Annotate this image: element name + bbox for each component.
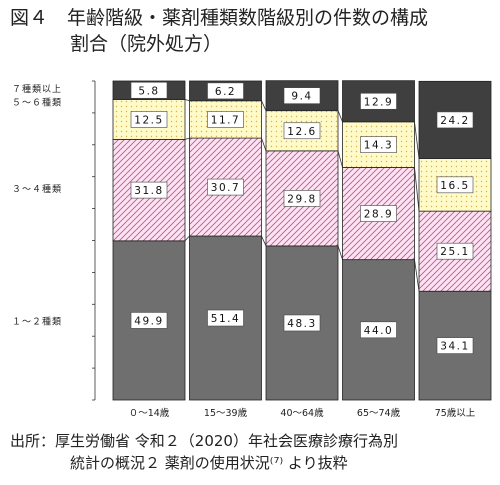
source-note-line-2: 統計の概況２ 薬剤の使用状況⁽⁷⁾ より抜粋 (70, 454, 348, 472)
value-label-box (283, 314, 321, 332)
value-label: 9.4 (291, 91, 312, 103)
value-label: 16.5 (440, 180, 469, 192)
value-label: 34.1 (440, 341, 469, 353)
connector-line (261, 100, 267, 111)
connector-line (261, 137, 267, 151)
value-label: 51.4 (211, 313, 240, 325)
x-tick-label: 40～64歳 (280, 407, 324, 419)
value-label-box (207, 111, 244, 128)
connector-line (414, 167, 420, 212)
series-label: ３～４種類 (12, 184, 62, 195)
value-label-box (360, 321, 397, 339)
value-label-box (130, 111, 168, 128)
connector-line (414, 121, 420, 159)
connector-line (184, 235, 190, 242)
value-label: 5.8 (138, 85, 159, 97)
value-label: 28.9 (364, 209, 393, 221)
value-label: 30.7 (211, 182, 240, 194)
connector-line (414, 259, 420, 292)
x-tick-label: 75歳以上 (435, 407, 476, 419)
value-label-box (360, 92, 397, 110)
connector-line (337, 110, 343, 122)
connector-line (184, 137, 190, 140)
x-tick-label: ０～14歳 (129, 407, 170, 419)
value-label: 49.9 (134, 315, 163, 327)
value-label-box (283, 122, 321, 140)
series-label: ７種類以上 (12, 84, 62, 95)
value-label-box (130, 312, 168, 329)
value-label: 12.6 (287, 126, 316, 138)
value-label-box (130, 181, 168, 199)
chart-title-line-1: 図４ 年齢階級・薬剤種類数階級別の件数の構成 (10, 7, 429, 29)
source-note-line-1: 出所：厚生労働省 令和２（2020）年社会医療診療行為別 (10, 432, 398, 450)
value-label-box (207, 178, 244, 196)
series-label: ５～６種類 (12, 98, 62, 109)
value-label: 44.0 (364, 325, 393, 337)
connector-line (337, 150, 343, 168)
value-label-box (283, 190, 321, 207)
value-label: 24.2 (440, 115, 469, 127)
value-label-box (283, 87, 321, 104)
value-label: 48.3 (287, 318, 316, 330)
value-label-box (436, 242, 474, 260)
chart-title-line-2: 割合（院外処方） (70, 33, 223, 55)
value-label: 12.5 (134, 114, 163, 126)
series-label: １～２種類 (12, 316, 62, 327)
x-tick-label: 65～74歳 (357, 407, 401, 419)
value-label: 6.2 (215, 86, 236, 98)
value-label: 25.1 (440, 246, 469, 258)
value-label-box (207, 82, 244, 100)
source-note: 出所：厚生労働省 令和２（2020）年社会医療診療行為別 統計の概況２ 薬剤の使… (10, 430, 495, 474)
value-label-box (436, 176, 474, 194)
value-label: 12.9 (364, 96, 393, 108)
value-label-box (360, 205, 397, 222)
value-label: 14.3 (364, 140, 393, 152)
chart-title: 図４ 年齢階級・薬剤種類数階級別の件数の構成 割合（院外処方） (10, 5, 495, 57)
value-label-box (207, 309, 244, 327)
connector-line (261, 235, 267, 247)
connector-line (337, 245, 343, 260)
value-label-box (436, 337, 474, 354)
value-label-box (436, 111, 474, 129)
connector-line (184, 99, 190, 102)
value-label: 11.7 (211, 114, 240, 126)
value-label-box (360, 136, 397, 153)
value-label: 29.8 (287, 193, 316, 205)
value-label: 31.8 (134, 185, 163, 197)
x-tick-label: 15～39歳 (204, 407, 248, 419)
value-label-box (130, 81, 168, 99)
